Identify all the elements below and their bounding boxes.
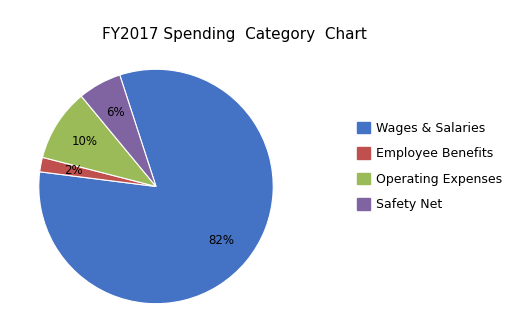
Text: 2%: 2% [64,164,82,177]
Text: 82%: 82% [208,234,234,247]
Wedge shape [43,96,156,186]
Wedge shape [81,75,156,186]
Text: 6%: 6% [106,106,125,119]
Text: 10%: 10% [72,135,98,148]
Text: FY2017 Spending  Category  Chart: FY2017 Spending Category Chart [101,27,367,42]
Wedge shape [40,157,156,186]
Legend: Wages & Salaries, Employee Benefits, Operating Expenses, Safety Net: Wages & Salaries, Employee Benefits, Ope… [351,116,509,217]
Wedge shape [39,69,273,304]
